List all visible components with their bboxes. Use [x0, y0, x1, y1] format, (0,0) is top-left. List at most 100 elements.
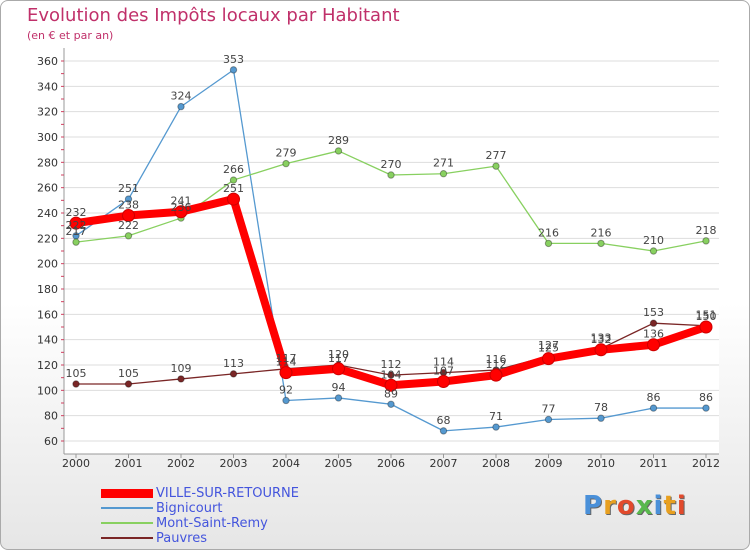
- data-label: 94: [332, 381, 346, 394]
- y-tick-label: 120: [37, 359, 58, 372]
- data-point: [72, 380, 80, 388]
- legend-swatch: [101, 507, 153, 509]
- x-tick-label: 2001: [115, 457, 143, 470]
- data-point: [332, 362, 345, 376]
- data-label: 92: [279, 383, 293, 396]
- y-tick-label: 180: [37, 283, 58, 296]
- data-label: 136: [643, 328, 664, 341]
- data-label: 153: [643, 306, 664, 319]
- y-tick-label: 200: [37, 258, 58, 271]
- data-label: 277: [486, 149, 507, 162]
- y-tick-label: 220: [37, 232, 58, 245]
- data-point: [647, 338, 660, 352]
- data-point: [334, 147, 343, 155]
- data-label: 218: [696, 224, 717, 237]
- data-label: 222: [66, 219, 87, 232]
- chart-subtitle: (en € et par an): [27, 29, 114, 42]
- data-point: [69, 216, 83, 230]
- data-label: 236: [171, 201, 192, 214]
- data-point: [124, 232, 133, 240]
- data-point: [489, 368, 503, 382]
- legend-label: Pauvres: [156, 531, 207, 546]
- data-label: 117: [276, 352, 297, 365]
- data-label: 113: [223, 357, 244, 370]
- data-label: 112: [381, 358, 402, 371]
- data-point: [649, 404, 658, 412]
- data-point: [177, 102, 185, 111]
- y-tick-label: 80: [44, 410, 58, 423]
- data-label: 353: [223, 53, 244, 66]
- data-label: 107: [433, 364, 454, 377]
- data-point: [122, 209, 135, 223]
- data-point: [492, 162, 500, 170]
- data-point: [387, 171, 395, 179]
- legend-label: Bignicourt: [156, 501, 223, 516]
- y-tick-label: 260: [37, 182, 58, 195]
- x-tick-label: 2011: [640, 457, 668, 470]
- data-point: [229, 66, 238, 74]
- data-point: [597, 239, 605, 248]
- data-label: 68: [437, 414, 451, 427]
- data-label: 150: [696, 310, 717, 323]
- data-point: [279, 366, 293, 380]
- data-point: [282, 159, 290, 168]
- data-label: 89: [384, 387, 398, 400]
- proxiti-logo: Proxiti: [583, 491, 687, 521]
- data-point: [597, 414, 605, 422]
- data-label: 105: [66, 367, 87, 380]
- data-label: 232: [66, 206, 87, 219]
- data-label: 216: [591, 226, 612, 239]
- y-tick-label: 160: [37, 308, 58, 321]
- data-point: [229, 176, 238, 184]
- y-tick-label: 340: [37, 80, 58, 93]
- y-tick-label: 100: [37, 384, 58, 397]
- x-tick-label: 2002: [167, 457, 195, 470]
- x-tick-label: 2008: [482, 457, 510, 470]
- data-point: [229, 370, 238, 378]
- data-label: 238: [118, 199, 139, 212]
- y-tick-label: 280: [37, 156, 58, 169]
- data-label: 251: [118, 182, 139, 195]
- logo-letter: x: [635, 491, 654, 521]
- chart-title: Evolution des Impôts locaux par Habitant: [27, 5, 400, 26]
- data-point: [649, 319, 658, 327]
- logo-letter: t: [663, 491, 677, 521]
- legend-label: VILLE-SUR-RETOURNE: [156, 486, 299, 501]
- legend-label: Mont-Saint-Remy: [156, 516, 268, 531]
- data-point: [702, 237, 710, 245]
- logo-letter: o: [616, 491, 636, 521]
- data-label: 114: [433, 356, 454, 369]
- data-point: [542, 352, 555, 366]
- legend-swatch: [101, 537, 153, 539]
- data-label: 266: [223, 163, 244, 176]
- data-point: [594, 343, 608, 357]
- data-label: 77: [542, 402, 556, 415]
- data-label: 270: [381, 158, 402, 171]
- data-label: 104: [381, 368, 402, 381]
- x-tick-label: 2003: [220, 457, 248, 470]
- data-point: [492, 423, 500, 431]
- y-tick-label: 140: [37, 334, 58, 347]
- data-label: 271: [433, 157, 454, 170]
- data-label: 279: [276, 147, 297, 160]
- data-point: [387, 400, 395, 408]
- data-label: 217: [66, 225, 87, 238]
- data-point: [439, 427, 448, 435]
- data-label: 133: [591, 332, 612, 345]
- data-point: [387, 371, 395, 379]
- data-label: 117: [328, 352, 349, 365]
- legend-swatch: [101, 488, 153, 498]
- data-label: 127: [538, 339, 559, 352]
- data-label: 86: [699, 391, 713, 404]
- data-point: [544, 415, 553, 424]
- data-point: [177, 375, 185, 383]
- x-tick-label: 2009: [535, 457, 563, 470]
- data-label: 105: [118, 367, 139, 380]
- x-tick-label: 2012: [692, 457, 720, 470]
- logo-letter: r: [603, 491, 617, 521]
- y-tick-label: 300: [37, 131, 58, 144]
- data-point: [384, 378, 398, 392]
- data-point: [437, 374, 450, 388]
- data-point: [282, 396, 290, 405]
